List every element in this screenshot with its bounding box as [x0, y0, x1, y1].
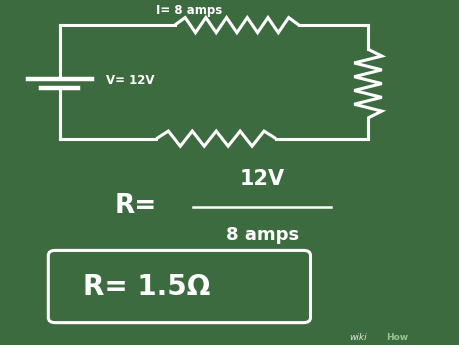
Text: R= 1.5Ω: R= 1.5Ω [83, 273, 210, 300]
Text: 8 amps: 8 amps [225, 226, 298, 244]
Text: 12V: 12V [239, 168, 284, 188]
Text: V= 12V: V= 12V [106, 73, 154, 87]
Text: How: How [386, 333, 408, 342]
Text: R=: R= [115, 193, 157, 219]
Text: I= 8 amps: I= 8 amps [156, 3, 222, 17]
Text: wiki: wiki [349, 333, 366, 342]
